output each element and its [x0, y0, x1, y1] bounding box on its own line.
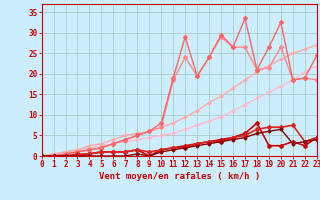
- X-axis label: Vent moyen/en rafales ( km/h ): Vent moyen/en rafales ( km/h ): [99, 172, 260, 181]
